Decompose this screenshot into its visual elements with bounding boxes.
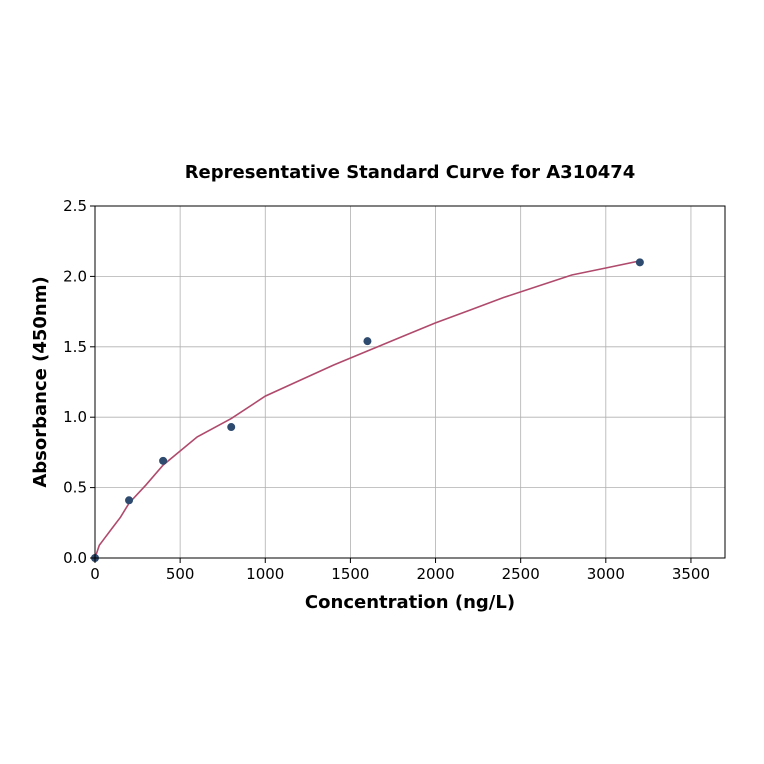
y-tick-label: 0.0	[63, 549, 87, 567]
x-tick-label: 2000	[416, 565, 454, 583]
y-tick-label: 2.0	[63, 267, 87, 285]
data-points-layer	[91, 258, 644, 562]
data-point	[159, 456, 168, 465]
x-axis-label: Concentration (ng/L)	[305, 592, 515, 613]
x-tick-label: 1000	[246, 565, 284, 583]
data-point	[125, 496, 134, 505]
y-tick-label: 2.5	[63, 197, 87, 215]
x-axis-ticks: 0 500 1000 1500 2000 2500 3000 3500	[90, 558, 710, 583]
x-tick-label: 3000	[587, 565, 625, 583]
x-tick-label: 3500	[672, 565, 710, 583]
data-point	[635, 258, 644, 267]
y-tick-label: 1.0	[63, 408, 87, 426]
data-point	[363, 337, 372, 346]
y-axis-label: Absorbance (450nm)	[30, 276, 51, 487]
y-axis-ticks: 0.0 0.5 1.0 1.5 2.0 2.5	[63, 197, 95, 567]
x-tick-label: 500	[166, 565, 195, 583]
y-tick-label: 0.5	[63, 479, 87, 497]
fit-curve-layer	[94, 260, 641, 559]
grid-lines	[94, 205, 725, 559]
x-tick-label: 0	[90, 565, 100, 583]
x-tick-label: 2500	[502, 565, 540, 583]
data-point	[227, 423, 236, 432]
y-tick-label: 1.5	[63, 338, 87, 356]
chart-title: Representative Standard Curve for A31047…	[185, 162, 636, 183]
fit-curve	[94, 260, 641, 559]
x-tick-label: 1500	[331, 565, 369, 583]
plot-frame	[94, 205, 726, 559]
